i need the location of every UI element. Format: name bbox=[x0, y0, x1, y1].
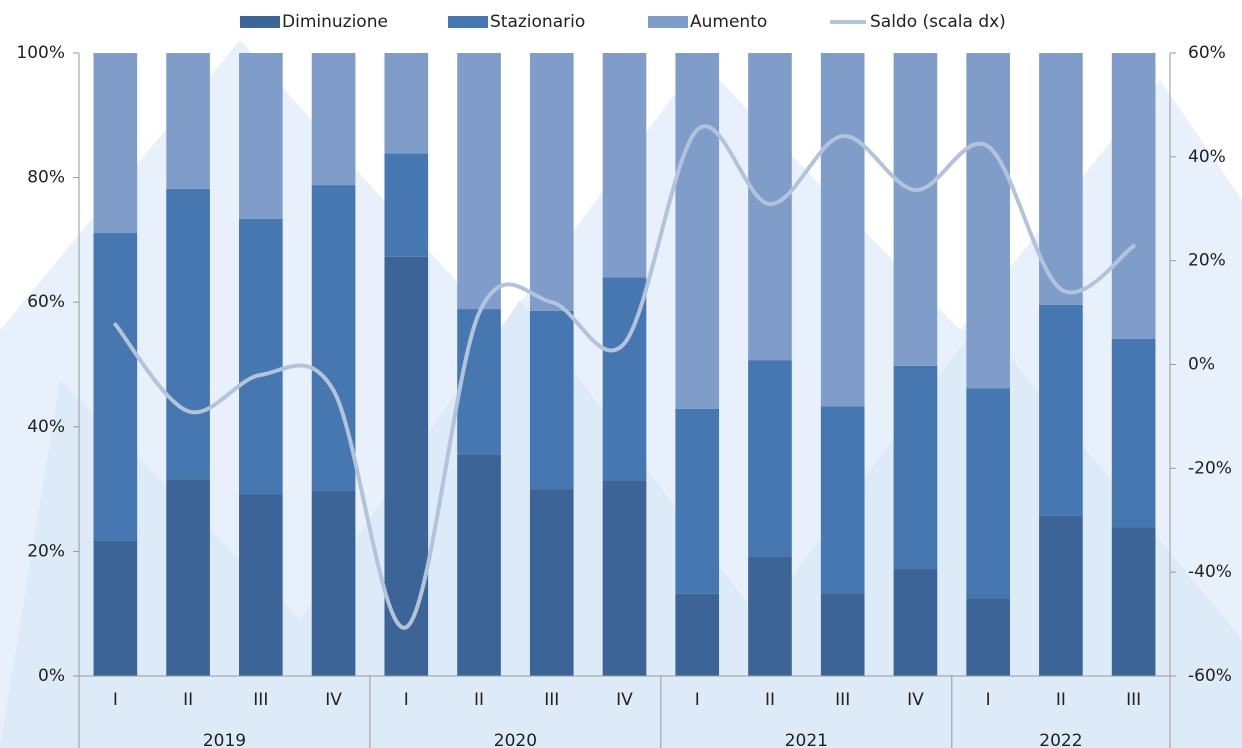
bar-segment bbox=[1111, 338, 1156, 528]
y-tick-label: 40% bbox=[27, 417, 65, 437]
bar-segment bbox=[1039, 515, 1083, 676]
bar-segment bbox=[457, 454, 501, 676]
bar-segment bbox=[602, 53, 647, 278]
bar-segment bbox=[966, 598, 1010, 676]
y2-tick-label: -40% bbox=[1188, 562, 1232, 582]
bar-segment bbox=[602, 481, 647, 676]
bar-segment bbox=[529, 53, 574, 311]
y2-tick-label: 0% bbox=[1188, 355, 1215, 375]
bar-segment bbox=[1039, 304, 1083, 516]
x-tick-label: III bbox=[1126, 690, 1141, 710]
bar-segment bbox=[966, 53, 1010, 389]
y2-tick-label: 20% bbox=[1188, 251, 1226, 271]
legend-label: Aumento bbox=[690, 12, 767, 32]
y2-tick-label: 60% bbox=[1188, 43, 1226, 63]
bar-segment bbox=[1111, 527, 1156, 676]
bar-segment bbox=[311, 185, 356, 491]
bar-segment bbox=[93, 53, 138, 234]
x-tick-label: II bbox=[183, 690, 193, 710]
x-tick-label: III bbox=[835, 690, 850, 710]
bar-segment bbox=[457, 309, 501, 455]
bar-segment bbox=[748, 360, 792, 558]
bar-segment bbox=[893, 365, 938, 569]
legend-label: Stazionario bbox=[490, 12, 585, 32]
x-tick-label: I bbox=[404, 690, 409, 710]
bar-segment bbox=[748, 557, 792, 676]
y-tick-label: 0% bbox=[38, 666, 65, 686]
bar-segment bbox=[893, 53, 938, 366]
y-tick-label: 20% bbox=[27, 541, 65, 561]
group-label: 2021 bbox=[785, 731, 828, 748]
x-tick-label: I bbox=[113, 690, 118, 710]
y-tick-label: 80% bbox=[27, 168, 65, 188]
x-tick-label: IV bbox=[325, 690, 342, 710]
bar-segment bbox=[966, 388, 1010, 599]
group-label: 2019 bbox=[203, 731, 246, 748]
bar-segment bbox=[1039, 53, 1083, 305]
x-tick-label: II bbox=[765, 690, 775, 710]
bar-segment bbox=[384, 153, 429, 257]
y-tick-label: 60% bbox=[27, 292, 65, 312]
bar-segment bbox=[93, 233, 138, 541]
y-tick-label: 100% bbox=[16, 43, 65, 63]
legend-label: Saldo (scala dx) bbox=[870, 12, 1006, 32]
x-tick-label: IV bbox=[907, 690, 924, 710]
group-label: 2022 bbox=[1039, 731, 1082, 748]
bar-segment bbox=[748, 53, 792, 361]
bar-segment bbox=[311, 490, 356, 676]
legend-label: Diminuzione bbox=[282, 12, 388, 32]
bar-segment bbox=[893, 568, 938, 676]
bar-segment bbox=[529, 489, 574, 676]
bar-segment bbox=[675, 593, 720, 676]
bar-segment bbox=[384, 53, 429, 154]
legend-swatch bbox=[240, 16, 280, 28]
legend-swatch bbox=[448, 16, 488, 28]
legend-swatch bbox=[648, 16, 688, 28]
x-tick-label: IV bbox=[616, 690, 633, 710]
y2-tick-label: 40% bbox=[1188, 147, 1226, 167]
bar-segment bbox=[166, 479, 210, 676]
group-label: 2020 bbox=[494, 731, 537, 748]
y2-tick-label: -60% bbox=[1188, 666, 1232, 686]
bar-segment bbox=[1111, 53, 1156, 339]
bar-segment bbox=[93, 540, 138, 676]
bar-segment bbox=[820, 53, 865, 407]
bar-segment bbox=[166, 53, 210, 189]
bar-segment bbox=[239, 218, 283, 495]
bar-segment bbox=[311, 53, 356, 186]
x-tick-label: III bbox=[253, 690, 268, 710]
y2-tick-label: -20% bbox=[1188, 458, 1232, 478]
saldo-line bbox=[113, 124, 1136, 630]
x-tick-label: I bbox=[695, 690, 700, 710]
bar-segment bbox=[239, 53, 283, 219]
bar-segment bbox=[675, 408, 720, 594]
x-tick-label: II bbox=[474, 690, 484, 710]
bar-segment bbox=[820, 406, 865, 594]
x-tick-label: III bbox=[544, 690, 559, 710]
x-tick-label: I bbox=[986, 690, 991, 710]
bar-segment bbox=[239, 494, 283, 676]
bar-segment bbox=[457, 53, 501, 310]
bar-segment bbox=[529, 310, 574, 490]
bar-segment bbox=[166, 188, 210, 480]
bar-segment bbox=[820, 593, 865, 676]
x-tick-label: II bbox=[1056, 690, 1066, 710]
bar-segment bbox=[675, 53, 720, 409]
